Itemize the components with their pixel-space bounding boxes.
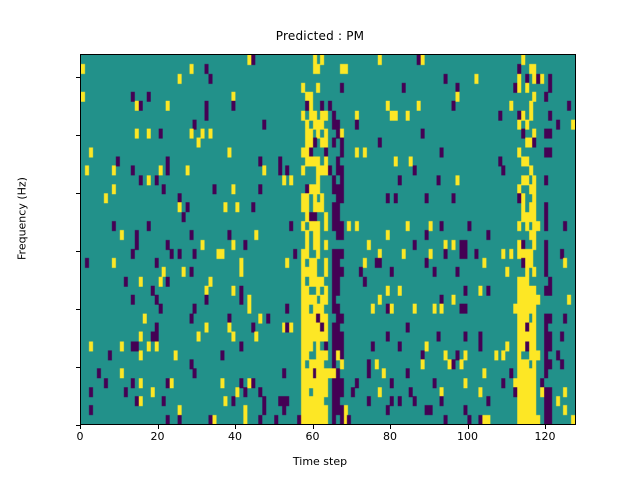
x-tick-label: 100 <box>457 430 478 443</box>
x-axis-label: Time step <box>292 455 348 468</box>
page-title: Predicted : PM <box>275 29 365 43</box>
x-tick-label: 20 <box>150 430 165 443</box>
y-axis-label: Frequency (Hz) <box>15 177 29 260</box>
heatmap-image <box>81 55 575 424</box>
x-tick-label: 120 <box>534 430 556 443</box>
x-tick-label: 40 <box>228 430 242 443</box>
x-tick-mark <box>312 425 314 429</box>
y-tick-mark <box>76 309 80 311</box>
x-tick-mark <box>390 425 391 429</box>
x-tick-mark <box>467 425 469 429</box>
y-tick-mark <box>76 367 80 369</box>
x-tick-label: 0 <box>76 430 84 443</box>
heatmap-axes <box>80 54 576 425</box>
x-tick-mark <box>235 425 236 429</box>
y-tick-mark <box>76 193 80 195</box>
y-tick-mark <box>76 77 80 79</box>
x-tick-mark <box>80 425 81 429</box>
y-tick-mark <box>76 135 80 137</box>
x-tick-mark <box>157 425 159 429</box>
x-tick-label: 60 <box>305 430 320 443</box>
x-tick-label: 80 <box>383 430 397 443</box>
y-tick-mark <box>76 425 80 426</box>
x-tick-mark <box>545 425 546 429</box>
y-tick-mark <box>76 251 80 253</box>
